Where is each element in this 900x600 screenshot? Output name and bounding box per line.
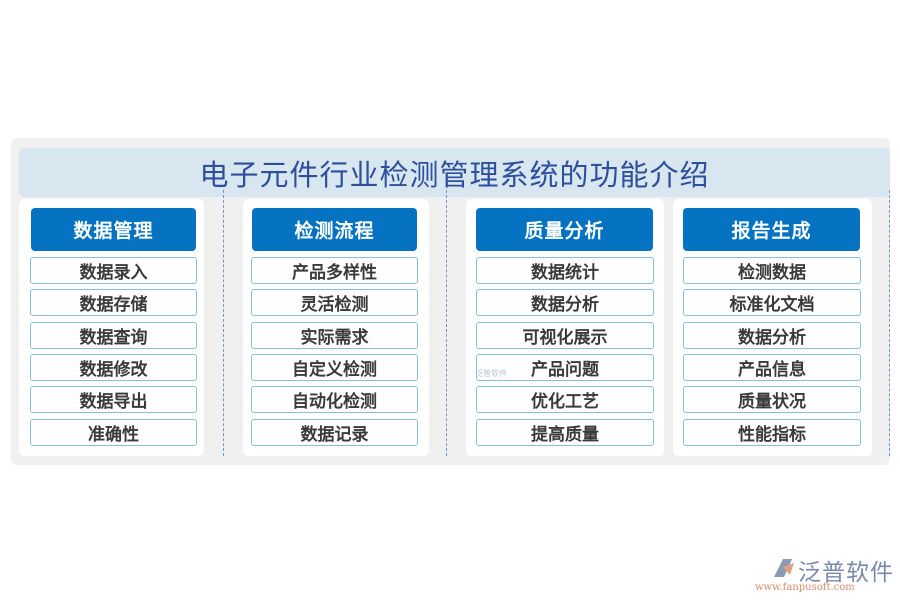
watermark: 泛普软件	[475, 369, 507, 378]
feature-item: 性能指标	[683, 419, 861, 446]
feature-item: 数据存储	[30, 289, 197, 316]
feature-item: 自动化检测	[251, 386, 418, 413]
divider	[223, 190, 224, 456]
feature-item: 数据录入	[30, 257, 197, 284]
feature-item: 灵活检测	[251, 289, 418, 316]
column-header: 报告生成	[683, 208, 860, 251]
feature-item: 数据查询	[30, 322, 197, 349]
logo-icon	[774, 559, 794, 577]
column-header: 质量分析	[476, 208, 653, 251]
feature-item: 数据统计	[476, 257, 654, 284]
feature-item: 数据修改	[30, 354, 197, 381]
feature-item: 实际需求	[251, 322, 418, 349]
feature-item: 标准化文档	[683, 289, 861, 316]
feature-item: 准确性	[30, 419, 197, 446]
feature-item: 数据分析	[683, 322, 861, 349]
logo-name: 泛普软件	[798, 560, 894, 586]
divider	[446, 190, 447, 456]
column-header: 数据管理	[31, 208, 196, 251]
feature-item: 可视化展示	[476, 322, 654, 349]
feature-item: 数据分析	[476, 289, 654, 316]
divider	[889, 190, 890, 456]
feature-item: 提高质量	[476, 419, 654, 446]
feature-item: 质量状况	[683, 386, 861, 413]
column-header: 检测流程	[252, 208, 417, 251]
page-title: 电子元件行业检测管理系统的功能介绍	[199, 157, 710, 192]
feature-item: 产品问题	[476, 354, 654, 381]
title-band: 电子元件行业检测管理系统的功能介绍	[19, 148, 890, 197]
logo-url: www.fanpusoft.com	[755, 582, 855, 593]
feature-item: 数据记录	[251, 419, 418, 446]
feature-item: 优化工艺	[476, 386, 654, 413]
feature-item: 数据导出	[30, 386, 197, 413]
feature-item: 产品信息	[683, 354, 861, 381]
feature-item: 自定义检测	[251, 354, 418, 381]
feature-item: 检测数据	[683, 257, 861, 284]
feature-item: 产品多样性	[251, 257, 418, 284]
